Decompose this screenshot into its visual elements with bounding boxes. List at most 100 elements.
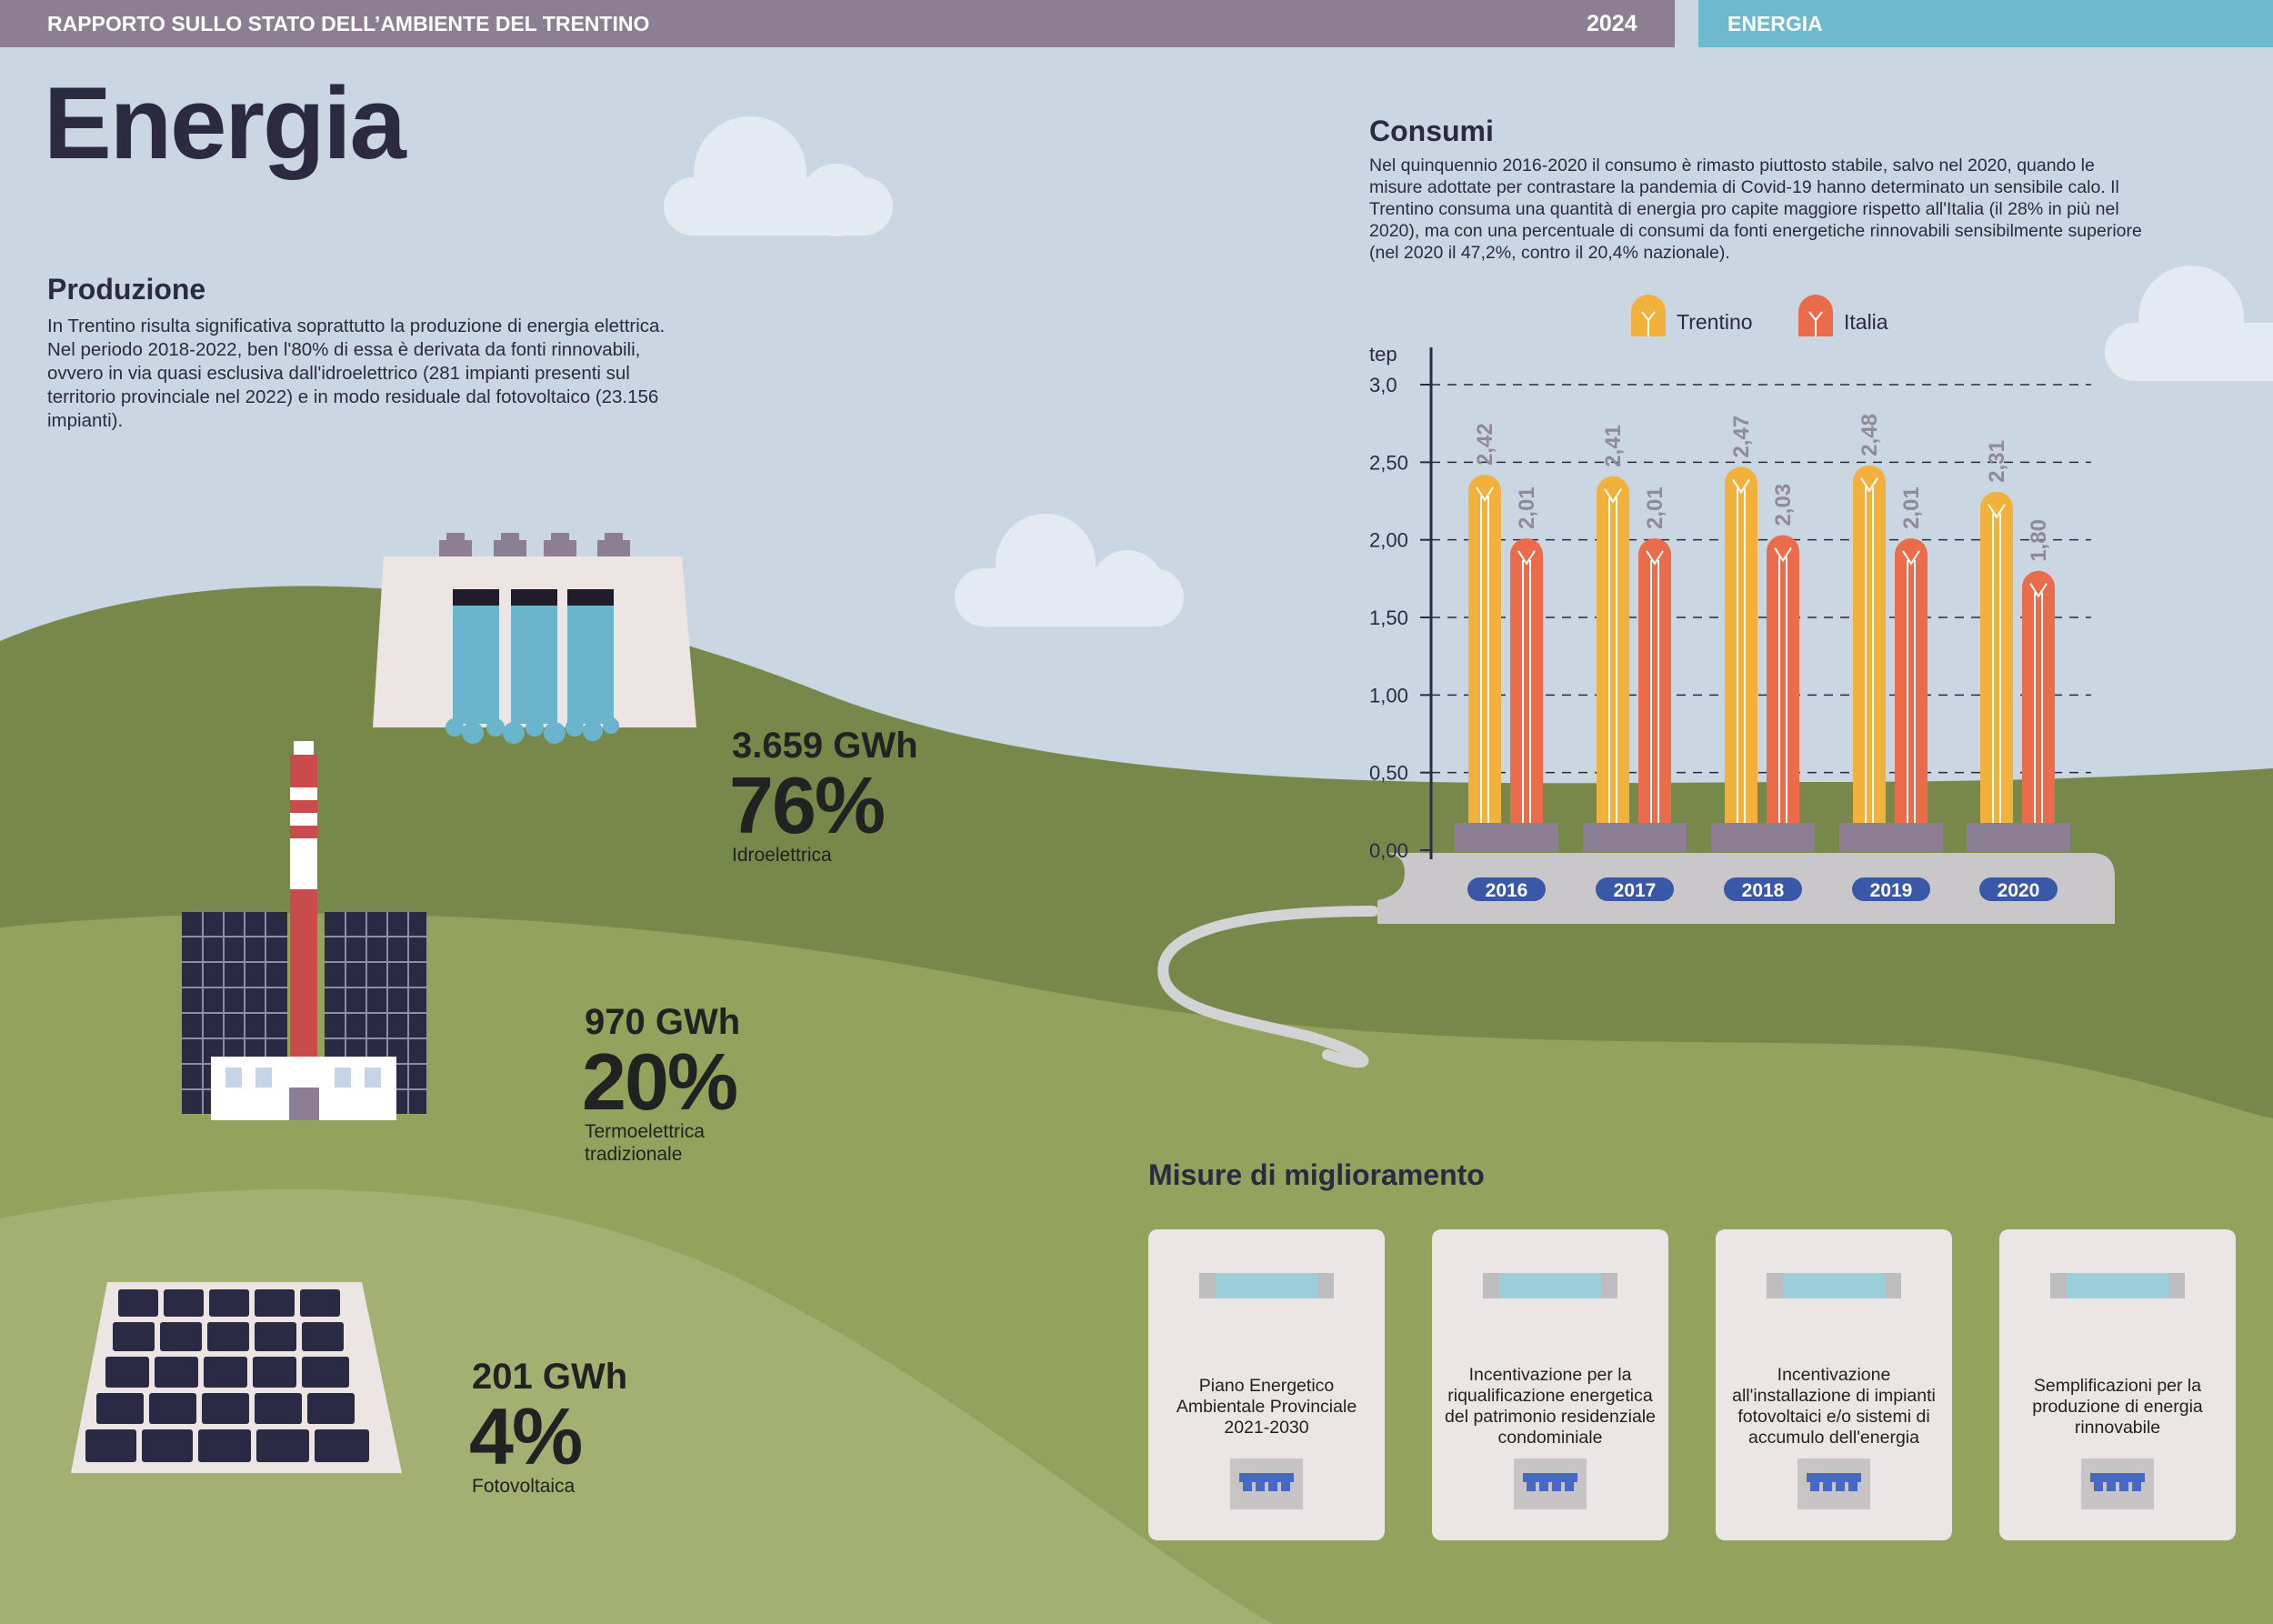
produzione-text: In Trentino risulta significativa soprat… xyxy=(47,316,666,431)
hydro-label: Idroelettrica xyxy=(732,845,832,866)
y-axis-label: tep xyxy=(1369,343,1397,366)
data-label: 2,42 xyxy=(1473,423,1497,466)
data-label: 2,41 xyxy=(1601,425,1626,467)
year-pill xyxy=(1979,877,2058,901)
thermal-gwh: 970 GWh xyxy=(585,1002,741,1042)
measure-text: Incentivazione per la riqualificazione e… xyxy=(1445,1365,1656,1448)
measure-building-icon xyxy=(1230,1459,1303,1509)
bar-filament xyxy=(1774,547,1792,823)
year-pill xyxy=(1724,877,1802,901)
measure-text: Semplificazioni per la produzione di ene… xyxy=(2032,1375,2203,1438)
bar-base xyxy=(1839,823,1943,852)
bar xyxy=(1597,476,1629,823)
hydro-gwh: 3.659 GWh xyxy=(732,726,918,766)
cloud-icon xyxy=(664,116,893,236)
data-label: 1,80 xyxy=(2027,519,2051,562)
measure-card: Incentivazione per la riqualificazione e… xyxy=(1432,1229,1668,1540)
measure-text: Piano Energetico Ambientale Provinciale … xyxy=(1176,1375,1357,1438)
bar xyxy=(2022,570,2055,823)
header-bar xyxy=(0,0,1675,47)
bar-filament xyxy=(1604,488,1622,823)
measure-bar-icon xyxy=(2050,1273,2185,1298)
produzione-heading: Produzione xyxy=(47,273,206,306)
solar-gwh: 201 GWh xyxy=(472,1357,628,1397)
report-title: RAPPORTO SULLO STATO DELL’AMBIENTE DEL T… xyxy=(47,12,650,35)
x-tick-label: 2018 xyxy=(1742,880,1785,901)
measure-building-icon xyxy=(2081,1459,2154,1509)
bar-filament xyxy=(1902,550,1920,823)
solar-label: Fotovoltaica xyxy=(472,1476,576,1497)
bar xyxy=(1510,537,1543,823)
y-tick-label: 1,00 xyxy=(1369,684,1408,707)
hydro-dam-icon xyxy=(373,533,696,744)
y-tick-label: 0,00 xyxy=(1369,839,1408,862)
data-label: 2,01 xyxy=(1515,486,1539,529)
measure-bar-icon xyxy=(1767,1273,1901,1298)
solar-panel-icon xyxy=(71,1282,402,1473)
bar xyxy=(1895,537,1928,823)
data-label: 2,03 xyxy=(1771,484,1796,526)
bar xyxy=(1767,535,1799,823)
data-label: 2,47 xyxy=(1729,416,1754,458)
data-label: 2,01 xyxy=(1643,486,1667,529)
hydro-percent: 76% xyxy=(729,760,886,850)
consumi-heading: Consumi xyxy=(1369,115,1494,147)
bar-base xyxy=(1455,823,1558,852)
cloud-icon xyxy=(2105,266,2273,381)
bar-filament xyxy=(1476,486,1494,823)
measure-bar-icon xyxy=(1199,1273,1334,1298)
y-tick-label: 2,00 xyxy=(1369,529,1408,552)
measure-building-icon xyxy=(1797,1459,1870,1509)
data-label: 2,01 xyxy=(1899,486,1924,529)
x-tick-label: 2017 xyxy=(1614,880,1657,901)
legend-label: Trentino xyxy=(1677,310,1753,334)
thermal-label: Termoelettrica tradizionale xyxy=(585,1121,705,1165)
bar-filament xyxy=(1732,478,1750,823)
year-pill xyxy=(1596,877,1674,901)
solar-percent: 4% xyxy=(469,1391,583,1481)
x-tick-label: 2016 xyxy=(1486,880,1528,901)
legend-bulb-icon xyxy=(1798,295,1833,336)
report-year: 2024 xyxy=(1587,11,1637,36)
measure-text: Incentivazione all'installazione di impi… xyxy=(1732,1365,1936,1448)
bar-base xyxy=(1711,823,1815,852)
x-tick-label: 2019 xyxy=(1870,880,1913,901)
measure-building-icon xyxy=(1514,1459,1587,1509)
bar-base xyxy=(1583,823,1687,852)
bar-filament xyxy=(1860,477,1878,823)
bar xyxy=(1853,465,1886,823)
y-tick-label: 3,0 xyxy=(1369,374,1397,396)
y-tick-label: 0,50 xyxy=(1369,762,1408,785)
power-cable xyxy=(1157,906,1378,1068)
cloud-icon xyxy=(955,514,1184,627)
legend-label: Italia xyxy=(1844,310,1888,334)
bar xyxy=(1980,491,2013,823)
bar xyxy=(1468,474,1501,823)
thermal-percent: 20% xyxy=(582,1037,738,1127)
measure-card: Piano Energetico Ambientale Provinciale … xyxy=(1148,1229,1385,1540)
data-label: 2,31 xyxy=(1985,440,2009,483)
bar-filament xyxy=(1646,550,1664,823)
bar-filament xyxy=(2029,583,2048,823)
measure-bar-icon xyxy=(1483,1273,1617,1298)
measure-card: Incentivazione all'installazione di impi… xyxy=(1716,1229,1952,1540)
thermal-plant-icon xyxy=(182,741,426,1120)
data-label: 2,48 xyxy=(1857,414,1882,456)
legend-filament xyxy=(1808,311,1823,336)
section-label: ENERGIA xyxy=(1727,12,1823,35)
y-tick-label: 1,50 xyxy=(1369,606,1408,629)
bar xyxy=(1725,466,1757,823)
bar-base xyxy=(1967,823,2070,852)
bar xyxy=(1638,537,1671,823)
consumi-text: Nel quinquennio 2016-2020 il consumo è r… xyxy=(1369,155,2142,263)
y-tick-label: 2,50 xyxy=(1369,451,1408,474)
measure-card: Semplificazioni per la produzione di ene… xyxy=(1999,1229,2236,1540)
section-tab xyxy=(1698,0,2273,47)
legend-filament xyxy=(1641,311,1656,336)
year-pill xyxy=(1467,877,1546,901)
bar-filament xyxy=(1988,504,2006,823)
bar-filament xyxy=(1517,550,1536,823)
year-pill xyxy=(1852,877,1930,901)
